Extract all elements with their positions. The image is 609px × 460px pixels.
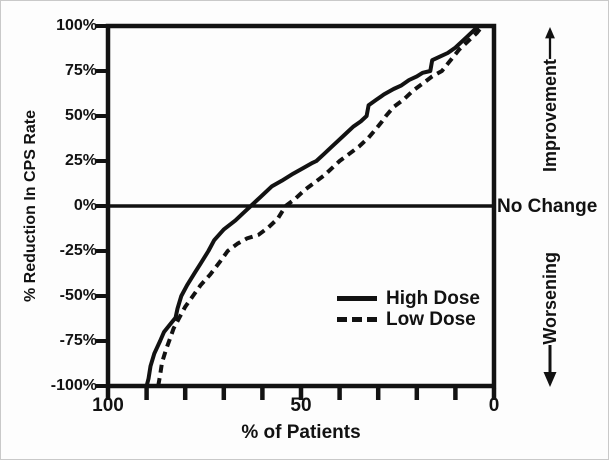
improvement-label: Improvement bbox=[539, 58, 560, 172]
high-dose-line bbox=[144, 24, 480, 387]
no-change-label: No Change bbox=[497, 196, 598, 217]
legend-entry-low-dose: Low Dose bbox=[337, 309, 480, 330]
y-tick-label: 0% bbox=[73, 197, 97, 214]
y-axis-title: % Reduction In CPS Rate bbox=[22, 109, 39, 303]
worsening-annotation: Worsening bbox=[532, 252, 568, 388]
y-tick-label: 75% bbox=[64, 62, 97, 79]
low-dose-line bbox=[156, 24, 484, 387]
down-arrow-icon bbox=[543, 344, 557, 387]
improvement-annotation: Improvement bbox=[532, 27, 568, 172]
plot-border bbox=[105, 23, 497, 389]
y-tick-label: -100% bbox=[50, 377, 97, 394]
legend-entry-high-dose: High Dose bbox=[337, 288, 480, 309]
low-dose-line-swatch bbox=[337, 317, 377, 322]
y-tick-label: -50% bbox=[59, 287, 97, 304]
legend-label-low-dose: Low Dose bbox=[386, 309, 476, 330]
x-tick-label: 100 bbox=[92, 395, 124, 416]
worsening-label: Worsening bbox=[539, 252, 560, 345]
y-tick-label: -25% bbox=[59, 242, 97, 259]
legend-label-high-dose: High Dose bbox=[386, 288, 480, 309]
x-tick-label: 50 bbox=[290, 395, 312, 416]
high-dose-line-swatch bbox=[337, 296, 377, 301]
x-tick-label: 0 bbox=[488, 395, 500, 416]
y-tick-label: 100% bbox=[56, 17, 97, 34]
y-tick-label: 25% bbox=[64, 152, 97, 169]
x-axis-title: % of Patients bbox=[241, 422, 361, 443]
up-arrow-icon bbox=[545, 27, 555, 59]
legend: High Dose Low Dose bbox=[337, 288, 480, 330]
y-tick-label: 50% bbox=[64, 107, 97, 124]
y-tick-label: -75% bbox=[59, 332, 97, 349]
